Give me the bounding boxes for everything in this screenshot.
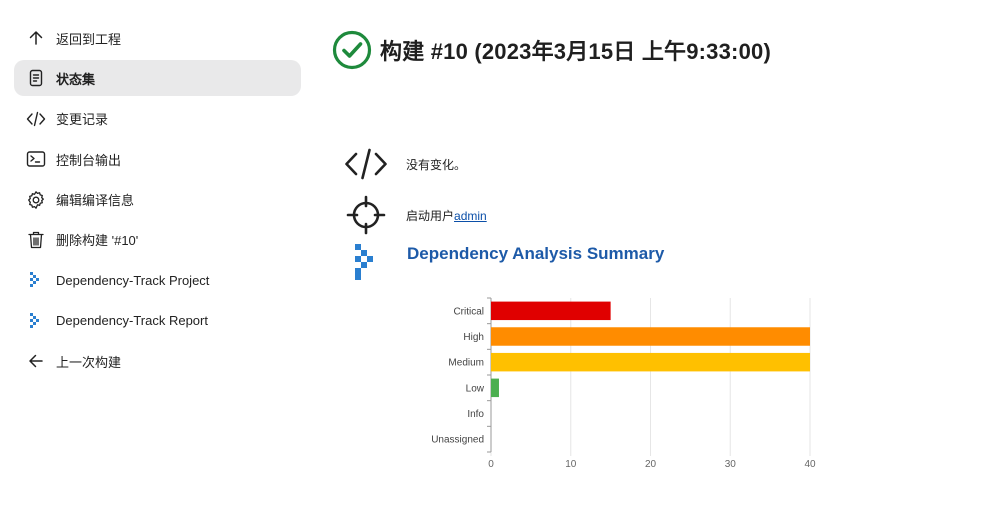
dependency-analysis-summary-link[interactable]: Dependency Analysis Summary — [407, 244, 665, 263]
changes-text: 没有变化。 — [406, 157, 467, 172]
sidebar: 返回到工程 状态集 变更记录 控制台输出 编辑编译信息 删除构建 '#10' — [14, 20, 301, 384]
sidebar-item-label: 控制台输出 — [56, 152, 122, 168]
y-tick-label: Critical — [453, 306, 484, 317]
sidebar-item-delete-build[interactable]: 删除构建 '#10' — [14, 222, 301, 258]
trash-icon — [26, 230, 46, 250]
document-icon — [26, 68, 46, 88]
x-tick-label: 30 — [725, 459, 737, 470]
y-tick-label: Info — [467, 409, 484, 420]
success-check-icon — [332, 30, 372, 70]
y-tick-label: Medium — [448, 358, 484, 369]
sidebar-item-previous-build[interactable]: 上一次构建 — [14, 343, 301, 379]
started-by-text: 启动用户admin — [406, 207, 487, 224]
bar-low — [491, 378, 499, 398]
changes-summary: 没有变化。 — [344, 142, 466, 186]
build-header: 构建 #10 (2023年3月15日 上午9:33:00) — [332, 30, 771, 70]
sidebar-item-back-to-project[interactable]: 返回到工程 — [14, 20, 301, 56]
sidebar-item-label: 编辑编译信息 — [56, 193, 135, 209]
crosshair-icon — [344, 193, 388, 237]
code-icon — [344, 142, 388, 186]
dependency-track-icon — [26, 311, 46, 331]
bar-critical — [491, 301, 611, 321]
sidebar-item-dependency-track-report[interactable]: Dependency-Track Report — [14, 303, 301, 339]
sidebar-item-status[interactable]: 状态集 — [14, 60, 301, 97]
code-icon — [26, 109, 46, 129]
user-link[interactable]: admin — [454, 208, 487, 223]
dependency-summary-icon-row — [344, 240, 406, 284]
started-by-prefix: 启动用户 — [406, 208, 455, 223]
sidebar-item-changes[interactable]: 变更记录 — [14, 101, 301, 137]
sidebar-item-label: Dependency-Track Project — [56, 272, 210, 288]
dependency-track-icon — [344, 240, 388, 284]
sidebar-item-console-output[interactable]: 控制台输出 — [14, 141, 301, 177]
terminal-icon — [26, 149, 46, 169]
sidebar-item-label: Dependency-Track Report — [56, 313, 208, 329]
dependency-severity-chart: 0 10 20 30 40 Critical High Medium Low Info Unassi… — [431, 297, 816, 470]
page-title: 构建 #10 (2023年3月15日 上午9:33:00) — [380, 39, 771, 64]
y-tick-label: Unassigned — [431, 435, 484, 446]
bar-medium — [491, 352, 810, 372]
bar-high — [491, 327, 810, 346]
sidebar-item-label: 上一次构建 — [56, 354, 122, 370]
sidebar-item-edit-build-info[interactable]: 编辑编译信息 — [14, 182, 301, 218]
y-tick-label: High — [463, 332, 484, 343]
sidebar-item-label: 删除构建 '#10' — [56, 233, 139, 249]
sidebar-item-label: 返回到工程 — [56, 31, 122, 47]
arrow-left-icon — [26, 351, 46, 371]
sidebar-item-label: 状态集 — [56, 71, 96, 87]
y-tick-label: Low — [466, 383, 485, 394]
arrow-up-icon — [26, 28, 46, 48]
dependency-track-icon — [26, 270, 46, 290]
sidebar-item-dependency-track-project[interactable]: Dependency-Track Project — [14, 262, 301, 298]
x-tick-label: 40 — [804, 459, 816, 470]
x-tick-label: 0 — [488, 459, 494, 470]
sidebar-item-label: 变更记录 — [56, 112, 109, 128]
x-tick-label: 20 — [645, 459, 657, 470]
gear-icon — [26, 190, 46, 210]
x-tick-label: 10 — [565, 459, 577, 470]
started-by-summary: 启动用户admin — [344, 193, 487, 237]
